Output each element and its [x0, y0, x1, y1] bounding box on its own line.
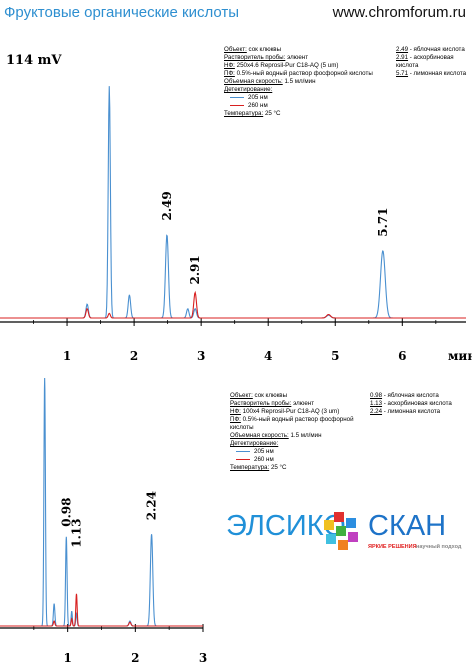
info-value: элюент — [287, 54, 309, 61]
peak-label: 1.13 — [69, 519, 83, 548]
info-bottom: Объект: сок клюквы Растворитель пробы: э… — [230, 392, 372, 472]
peak-rt: 0.98 — [370, 392, 383, 399]
info-value: сок клюквы — [254, 392, 288, 399]
info-label: ПФ: — [224, 70, 235, 77]
info-label: НФ: — [224, 62, 235, 69]
info-label: Объект: — [230, 392, 253, 399]
info-value: элюент — [293, 400, 315, 407]
peak-rt: 1.13 — [370, 400, 383, 407]
x-tick-label: 2 — [130, 349, 138, 363]
info-value: 25 °C — [264, 110, 281, 117]
info-value: 25 °C — [270, 464, 287, 471]
company-logo: ЭЛСИКО СКАН ЯРКИЕ РЕШЕНИЯ научный подход — [222, 508, 468, 558]
x-tick-label: 5 — [331, 349, 339, 363]
x-tick-label: 1 — [63, 349, 71, 363]
peak-rt: 2.49 — [396, 46, 409, 53]
info-value: 0.5%-ный водный раствор фосфорной кислот… — [236, 70, 373, 77]
peak-name: - аскорбиновая кислота — [383, 400, 452, 407]
x-tick-label: 3 — [199, 651, 207, 665]
info-value: 250x4.6 Reprosil-Pur C18-AQ (5 um) — [236, 62, 339, 69]
series-line-205-нм — [0, 86, 466, 319]
peak-label: 2.91 — [188, 255, 202, 284]
legend-swatch-205 — [230, 96, 244, 98]
logo-cubes-icon — [324, 512, 358, 550]
legend-label: 205 нм — [248, 94, 268, 101]
logo-slogan-1: ЯРКИЕ РЕШЕНИЯ — [368, 544, 417, 550]
info-top: Объект: сок клюквы Растворитель пробы: э… — [224, 46, 394, 118]
peak-name: - аскорбиновая кислота — [396, 54, 454, 69]
peak-name: - лимонная кислота — [383, 408, 441, 415]
x-tick-label: 6 — [398, 349, 406, 363]
info-label: Растворитель пробы: — [230, 400, 292, 407]
legend-swatch-260 — [230, 104, 244, 106]
info-label: НФ: — [230, 408, 241, 415]
peaks-legend-top: 2.49 - яблочная кислота 2.91 - аскорбино… — [396, 46, 472, 78]
peak-label: 0.98 — [59, 497, 73, 526]
info-label: Объект: — [224, 46, 247, 53]
info-value: 0.5%-ный водный раствор фосфорной кислот… — [230, 416, 354, 431]
x-tick-label: 4 — [264, 349, 272, 363]
peak-label: 2.49 — [160, 191, 174, 220]
peak-name: - лимонная кислота — [409, 70, 467, 77]
info-value: 100x4 Reprosil-Pur C18-AQ (3 um) — [242, 408, 340, 415]
legend-label: 260 нм — [254, 456, 274, 463]
peak-rt: 2.91 — [396, 54, 409, 61]
peak-name: - яблочная кислота — [383, 392, 439, 399]
peak-name: - яблочная кислота — [409, 46, 465, 53]
info-label: Объемная скорость: — [230, 432, 289, 439]
series-line-260-нм — [0, 290, 466, 319]
peaks-legend-bottom: 0.98 - яблочная кислота 1.13 - аскорбино… — [370, 392, 470, 416]
x-tick-label: 3 — [197, 349, 205, 363]
info-label: Температура: — [230, 464, 270, 471]
legend-label: 260 нм — [248, 102, 268, 109]
info-label: Объемная скорость: — [224, 78, 283, 85]
info-label: ПФ: — [230, 416, 241, 423]
info-label: Растворитель пробы: — [224, 54, 286, 61]
page-title: Фруктовые органические кислоты — [4, 4, 240, 21]
legend-label: 205 нм — [254, 448, 274, 455]
site-link[interactable]: www.chromforum.ru — [332, 4, 466, 21]
info-value: сок клюквы — [248, 46, 282, 53]
x-axis-label: мин — [448, 349, 472, 363]
peak-label: 5.71 — [376, 207, 390, 236]
info-value: 1.5 мл/мин — [290, 432, 322, 439]
info-label: Детектирование: — [224, 86, 273, 93]
logo-slogan-2: научный подход — [416, 544, 462, 550]
y-axis-label: 114 mV — [6, 53, 62, 68]
x-tick-label: 2 — [131, 651, 139, 665]
logo-text-right: СКАН — [368, 510, 447, 542]
legend-swatch-260 — [236, 458, 250, 460]
info-label: Температура: — [224, 110, 264, 117]
legend-swatch-205 — [236, 450, 250, 452]
series-line-205-нм — [0, 377, 203, 627]
peak-rt: 5.71 — [396, 70, 409, 77]
info-value: 1.5 мл/мин — [284, 78, 316, 85]
x-tick-label: 1 — [63, 651, 71, 665]
peak-label: 2.24 — [145, 491, 159, 520]
series-line-260-нм — [0, 593, 203, 627]
info-label: Детектирование: — [230, 440, 279, 447]
peak-rt: 2.24 — [370, 408, 383, 415]
